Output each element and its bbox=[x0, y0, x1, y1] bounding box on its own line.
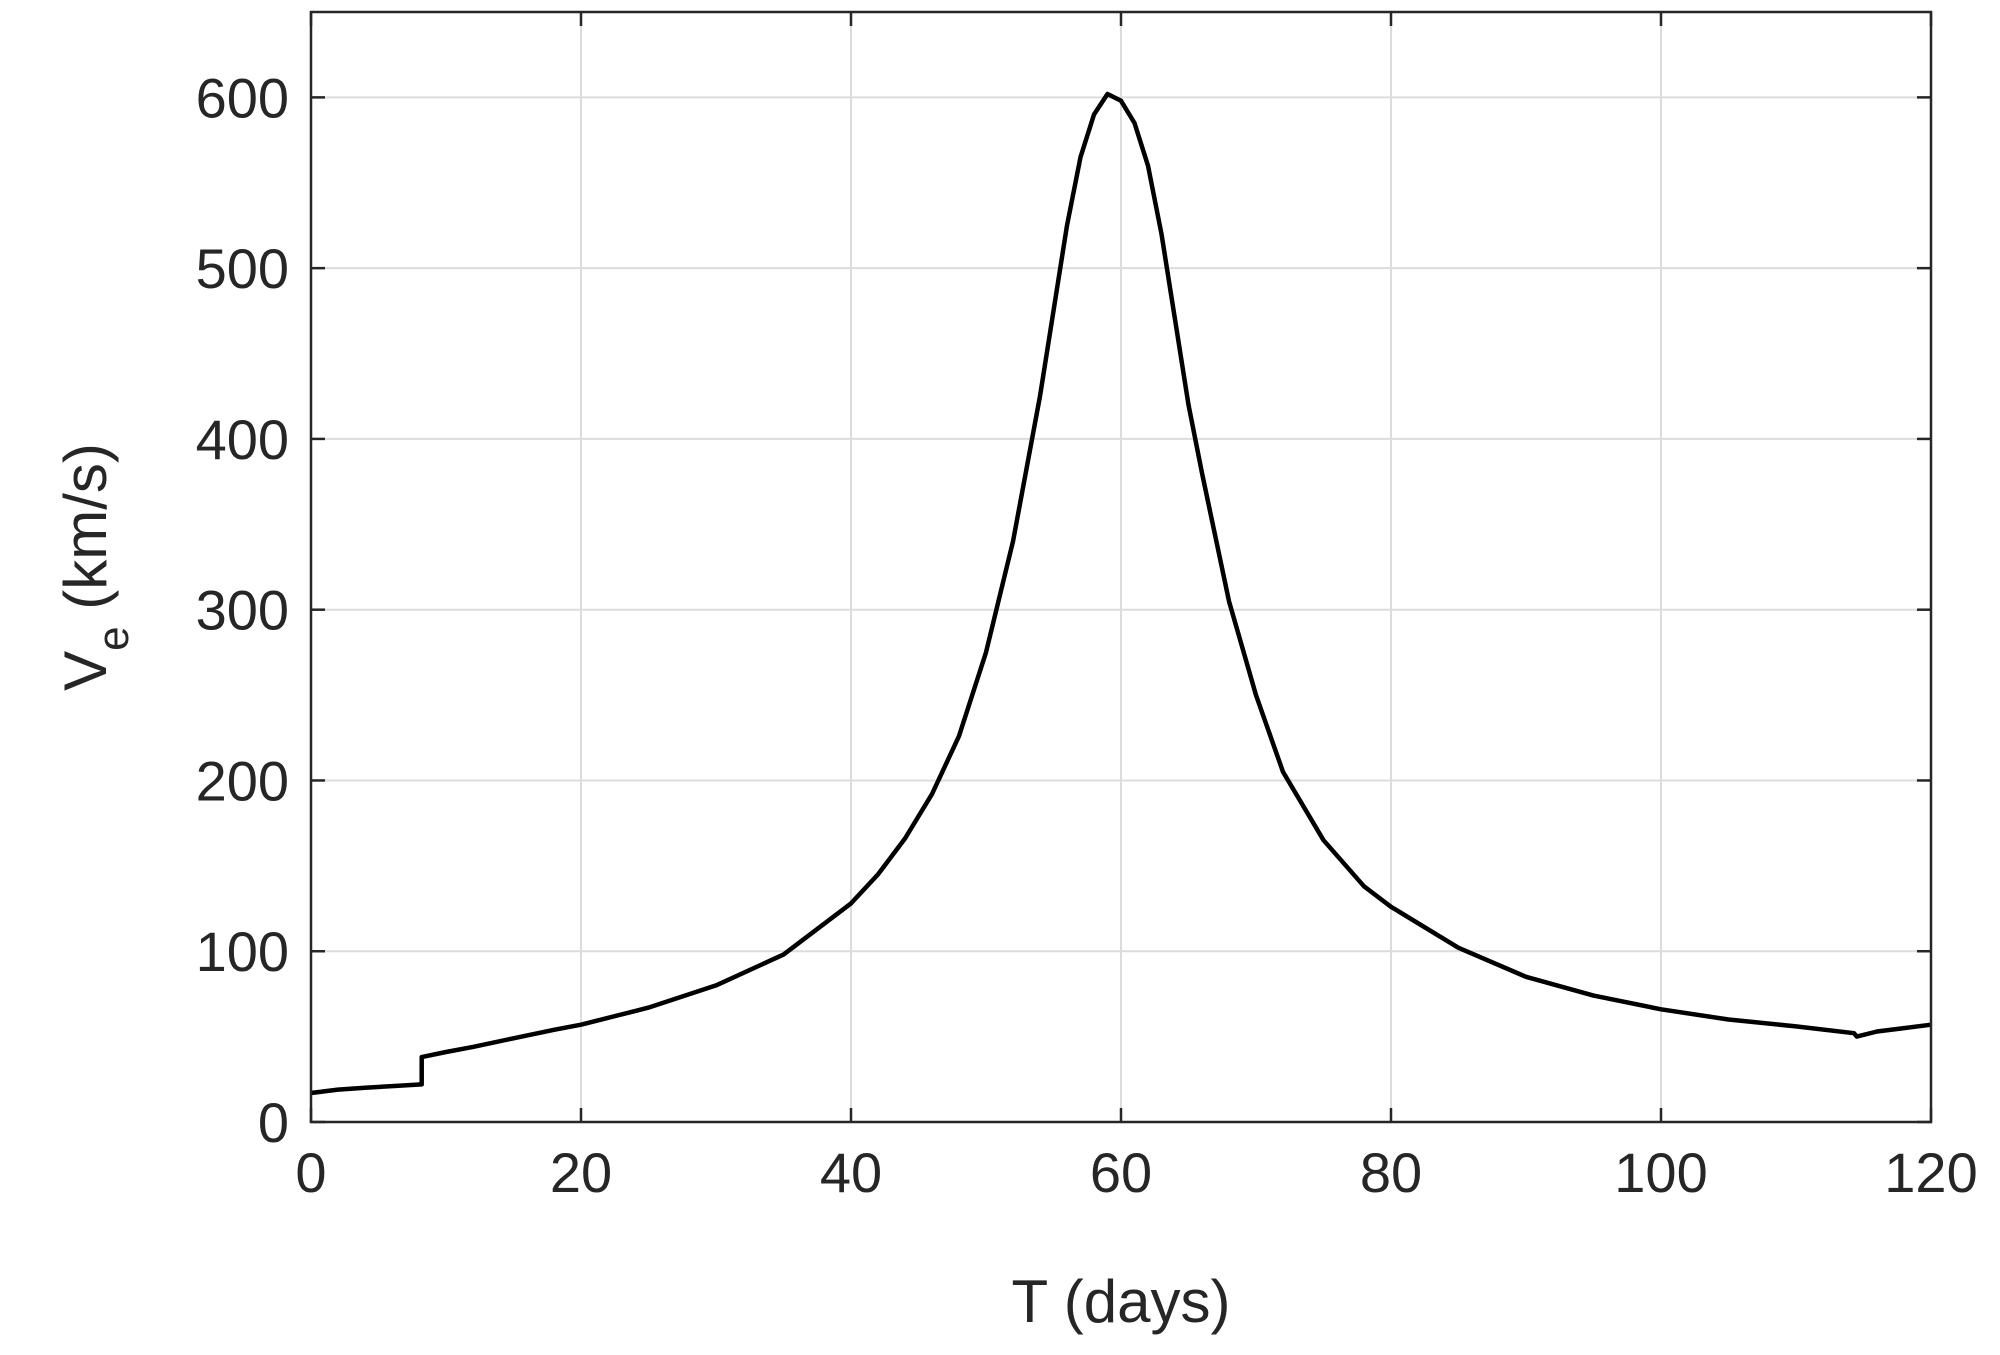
y-tick-label: 100 bbox=[196, 920, 289, 983]
grid-lines bbox=[311, 12, 1931, 1122]
x-tick-labels: 0 20 40 60 80 100 120 bbox=[295, 1141, 1977, 1204]
y-tick-label: 0 bbox=[258, 1091, 289, 1154]
x-tick-label: 60 bbox=[1090, 1141, 1152, 1204]
x-tick-label: 0 bbox=[295, 1141, 326, 1204]
y-axis-label-main: V bbox=[52, 651, 119, 691]
y-tick-label: 400 bbox=[196, 408, 289, 471]
y-tick-label: 500 bbox=[196, 237, 289, 300]
y-tick-label: 200 bbox=[196, 749, 289, 812]
y-tick-label: 600 bbox=[196, 66, 289, 129]
plot-frame bbox=[309, 10, 1933, 1124]
y-axis-label-unit: (km/s) bbox=[52, 443, 119, 626]
y-axis-label-subscript: e bbox=[89, 626, 138, 650]
y-tick-label: 300 bbox=[196, 579, 289, 642]
x-tick-label: 120 bbox=[1884, 1141, 1977, 1204]
x-tick-label: 20 bbox=[550, 1141, 612, 1204]
series-line bbox=[310, 91, 1932, 1096]
y-tick-labels: 0 100 200 300 400 500 600 bbox=[196, 66, 289, 1154]
x-tick-label: 80 bbox=[1360, 1141, 1422, 1204]
y-axis-label: Ve (km/s) bbox=[52, 443, 138, 691]
x-tick-label: 100 bbox=[1614, 1141, 1707, 1204]
x-axis-label: T (days) bbox=[1012, 1268, 1231, 1335]
x-tick-label: 40 bbox=[820, 1141, 882, 1204]
